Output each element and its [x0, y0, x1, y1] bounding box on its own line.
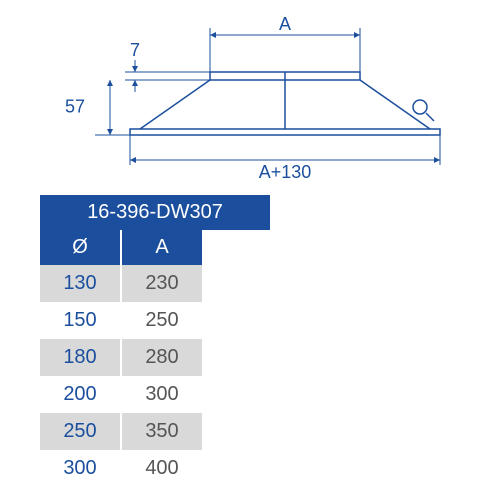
cell-diameter: 200: [40, 376, 120, 413]
cell-a: 280: [122, 339, 202, 376]
cell-a: 400: [122, 450, 202, 487]
cell-diameter: 300: [40, 450, 120, 487]
svg-text:A: A: [279, 14, 291, 34]
cell-diameter: 130: [40, 265, 120, 302]
cell-a: 230: [122, 265, 202, 302]
cell-diameter: 250: [40, 413, 120, 450]
col-header-a: A: [122, 230, 202, 265]
svg-text:7: 7: [130, 40, 140, 60]
cell-a: 250: [122, 302, 202, 339]
cell-a: 300: [122, 376, 202, 413]
col-header-diameter: Ø: [40, 230, 120, 265]
dimension-table: 16-396-DW307 Ø A 13023015025018028020030…: [40, 195, 270, 487]
table-body: 130230150250180280200300250350300400: [40, 265, 202, 487]
cell-diameter: 150: [40, 302, 120, 339]
table-row: 150250: [40, 302, 202, 339]
table-row: 200300: [40, 376, 202, 413]
svg-text:A+130: A+130: [259, 162, 312, 180]
table-row: 130230: [40, 265, 202, 302]
svg-text:57: 57: [65, 97, 85, 117]
cell-a: 350: [122, 413, 202, 450]
table-row: 300400: [40, 450, 202, 487]
dim-table: Ø A 130230150250180280200300250350300400: [40, 230, 202, 487]
product-code-header: 16-396-DW307: [40, 195, 270, 230]
technical-drawing: A A+130 57 7: [40, 10, 460, 180]
table-row: 250350: [40, 413, 202, 450]
cell-diameter: 180: [40, 339, 120, 376]
table-row: 180280: [40, 339, 202, 376]
